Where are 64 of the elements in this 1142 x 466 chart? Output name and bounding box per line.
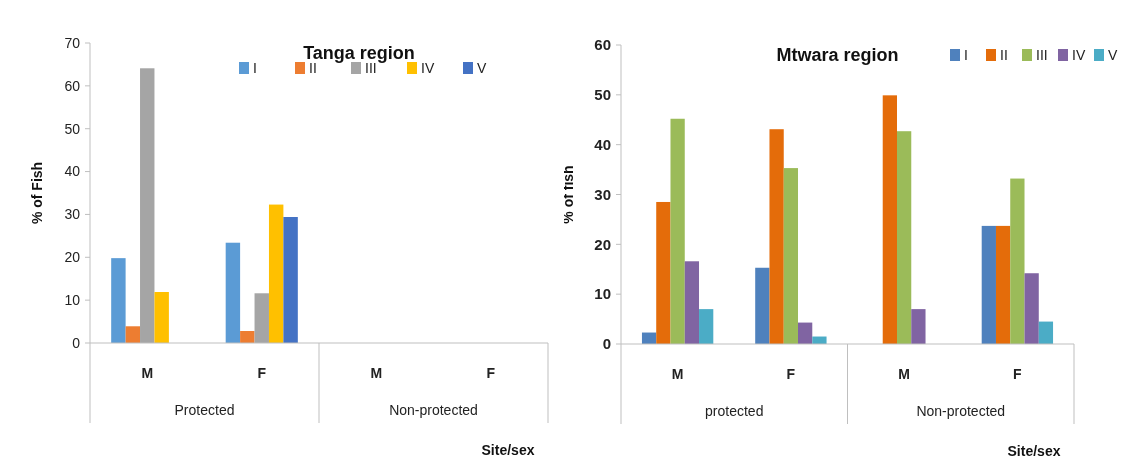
y-tick-label: 70 [64, 34, 81, 51]
chart-title: Mtwara region [776, 45, 899, 65]
y-tick-label: 40 [594, 135, 612, 153]
y-tick-label: 0 [72, 334, 81, 351]
x-axis-title: Site/sex [1007, 443, 1061, 459]
text: protected [705, 403, 764, 419]
text: Protected [174, 402, 235, 418]
bar [268, 204, 284, 343]
bar [882, 95, 898, 344]
bar [111, 258, 126, 343]
x-tick-label: F [1013, 366, 1023, 382]
y-axis-title: % of Fish [29, 161, 45, 225]
bar [656, 201, 671, 344]
y-tick-label: 60 [64, 77, 81, 94]
x-tick-label: M [141, 365, 154, 381]
y-tick-label: 20 [594, 235, 612, 253]
x-tick-label: M [370, 365, 383, 381]
y-tick-label: 10 [64, 292, 81, 309]
bar [981, 225, 997, 344]
y-tick-label: 50 [594, 86, 612, 104]
legend-label: V [477, 59, 487, 76]
y-tick-label: 20 [64, 249, 81, 266]
bar [755, 267, 770, 344]
legend-label: IV [421, 59, 435, 76]
bar [254, 293, 269, 343]
bar [283, 217, 298, 343]
x-tick-label: F [786, 366, 796, 382]
bar [897, 131, 912, 344]
bar [699, 309, 714, 344]
y-tick-label: 50 [64, 120, 81, 137]
bar [125, 326, 141, 343]
x-tick-label: F [257, 365, 267, 381]
bar [1010, 178, 1025, 344]
text: Non-protected [916, 403, 1006, 419]
bar [1024, 273, 1039, 344]
bar [240, 331, 255, 343]
legend-label: IV [1072, 46, 1086, 63]
y-tick-label: 60 [594, 36, 612, 54]
bar [140, 68, 155, 343]
bar [911, 309, 926, 344]
legend-label: V [1108, 46, 1119, 63]
bar [684, 261, 700, 344]
y-tick-label: 30 [594, 185, 612, 203]
bar [996, 225, 1011, 344]
x-axis-title: Site/sex [481, 442, 535, 458]
bar [783, 168, 799, 344]
bar [769, 129, 784, 344]
x-tick-label: F [486, 365, 496, 381]
legend-label: III [1036, 46, 1048, 63]
y-tick-label: 10 [594, 285, 612, 303]
bar [225, 242, 241, 343]
text: Non-protected [389, 402, 478, 418]
bar [154, 292, 169, 343]
legend-label: I [253, 59, 257, 76]
legend-label: I [964, 46, 968, 63]
legend-label: II [1000, 46, 1008, 63]
bar [798, 322, 813, 344]
x-tick-label: M [671, 366, 684, 382]
y-tick-label: 40 [64, 163, 81, 180]
y-tick-label: 0 [602, 335, 612, 353]
bar [670, 118, 685, 344]
bar [1038, 321, 1054, 344]
y-tick-label: 30 [64, 206, 81, 223]
x-tick-label: M [898, 366, 911, 382]
